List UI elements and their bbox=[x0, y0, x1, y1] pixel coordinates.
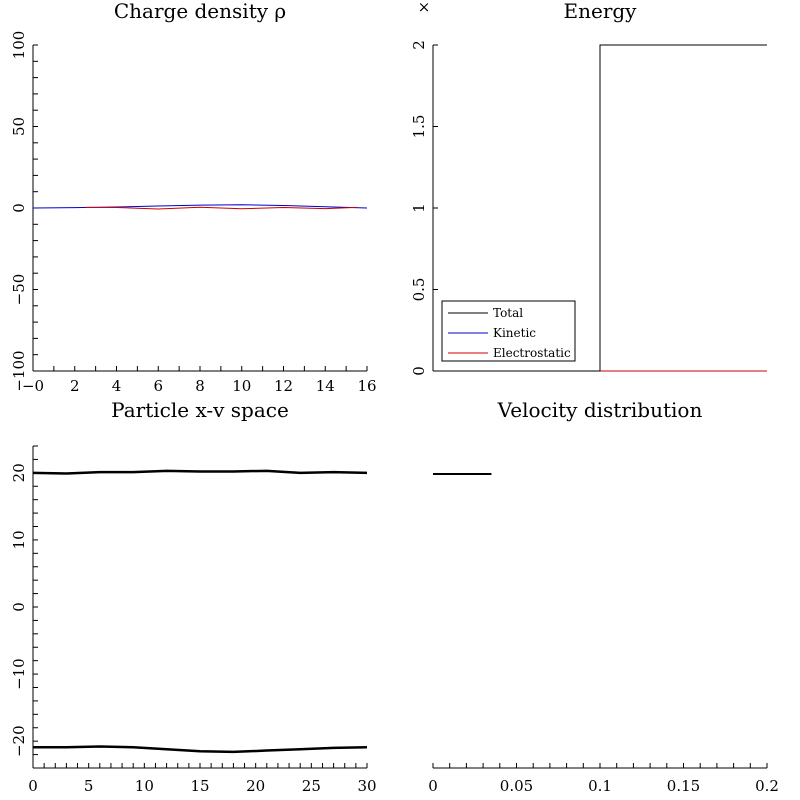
phase-particle-band-1 bbox=[33, 745, 368, 754]
phase-xtick-label: 20 bbox=[246, 777, 265, 795]
phase-ytick-label: 0 bbox=[10, 602, 28, 612]
charge-xtick-label: −0 bbox=[22, 377, 44, 395]
phase-ytick-label: 10 bbox=[10, 530, 28, 549]
energy-panel: Energy × 0 0.5 1 1.5 2 Total Kinetic Ele… bbox=[410, 0, 767, 376]
velocity-distribution-title: Velocity distribution bbox=[497, 398, 703, 422]
legend-label-electrostatic: Electrostatic bbox=[493, 346, 571, 360]
legend-label-kinetic: Kinetic bbox=[493, 326, 536, 340]
energy-ytick-label: 1.5 bbox=[410, 115, 428, 139]
charge-xtick-label: 14 bbox=[316, 377, 335, 395]
energy-ytick-label: 1 bbox=[410, 203, 428, 213]
phase-ytick-label: 20 bbox=[10, 463, 28, 482]
phase-space-title: Particle x-v space bbox=[111, 398, 289, 422]
velocity-xtick-label: 0.1 bbox=[588, 777, 612, 795]
phase-xtick-label: 30 bbox=[357, 777, 376, 795]
charge-density-panel: Charge density ρ −100 −50 0 50 100 −0 2 … bbox=[10, 0, 377, 395]
legend-box bbox=[441, 300, 576, 362]
velocity-xtick-label: 0.2 bbox=[755, 777, 779, 795]
charge-xtick-label: 4 bbox=[112, 377, 122, 395]
charge-ytick-label: 50 bbox=[10, 117, 28, 136]
charge-ytick-label: −50 bbox=[10, 274, 28, 306]
velocity-distribution-panel: Velocity distribution 0 0.05 0.1 0.15 0.… bbox=[428, 398, 779, 795]
energy-ytick-label: 0.5 bbox=[410, 278, 428, 302]
charge-xtick-label: 6 bbox=[153, 377, 163, 395]
energy-title: Energy bbox=[564, 0, 638, 23]
legend-label-total: Total bbox=[493, 306, 523, 320]
phase-space-panel: Particle x-v space −20 −10 0 10 20 0 5 1… bbox=[10, 398, 377, 795]
phase-xtick-label: 10 bbox=[135, 777, 154, 795]
charge-ytick-label: 100 bbox=[10, 31, 28, 60]
charge-xtick-label: 8 bbox=[195, 377, 205, 395]
phase-xtick-label: 15 bbox=[190, 777, 209, 795]
phase-xtick-label: 5 bbox=[84, 777, 94, 795]
charge-density-title: Charge density ρ bbox=[114, 0, 286, 23]
charge-ytick-label: 0 bbox=[10, 203, 28, 213]
energy-legend: Total Kinetic Electrostatic bbox=[441, 300, 576, 362]
energy-ytick-label: 0 bbox=[410, 366, 428, 376]
velocity-xtick-label: 0.05 bbox=[500, 777, 533, 795]
energy-series-line-total bbox=[433, 44, 767, 372]
phase-xtick-label: 25 bbox=[302, 777, 321, 795]
charge-xtick-label: 10 bbox=[232, 377, 251, 395]
charge-xtick-label: 2 bbox=[70, 377, 80, 395]
phase-particle-band-0 bbox=[32, 469, 368, 475]
charge-xtick-label: 16 bbox=[357, 377, 376, 395]
velocity-xtick-label: 0 bbox=[428, 777, 438, 795]
energy-multiplier-label: × bbox=[418, 0, 431, 16]
phase-xtick-label: 0 bbox=[28, 777, 38, 795]
charge-series-line-1 bbox=[85, 206, 357, 210]
phase-ytick-label: −20 bbox=[10, 725, 28, 757]
energy-ytick-label: 2 bbox=[410, 40, 428, 50]
velocity-xtick-label: 0.15 bbox=[667, 777, 700, 795]
charge-xtick-label: 12 bbox=[274, 377, 293, 395]
charge-ytick-label: −100 bbox=[10, 350, 28, 391]
phase-ytick-label: −10 bbox=[10, 658, 28, 690]
